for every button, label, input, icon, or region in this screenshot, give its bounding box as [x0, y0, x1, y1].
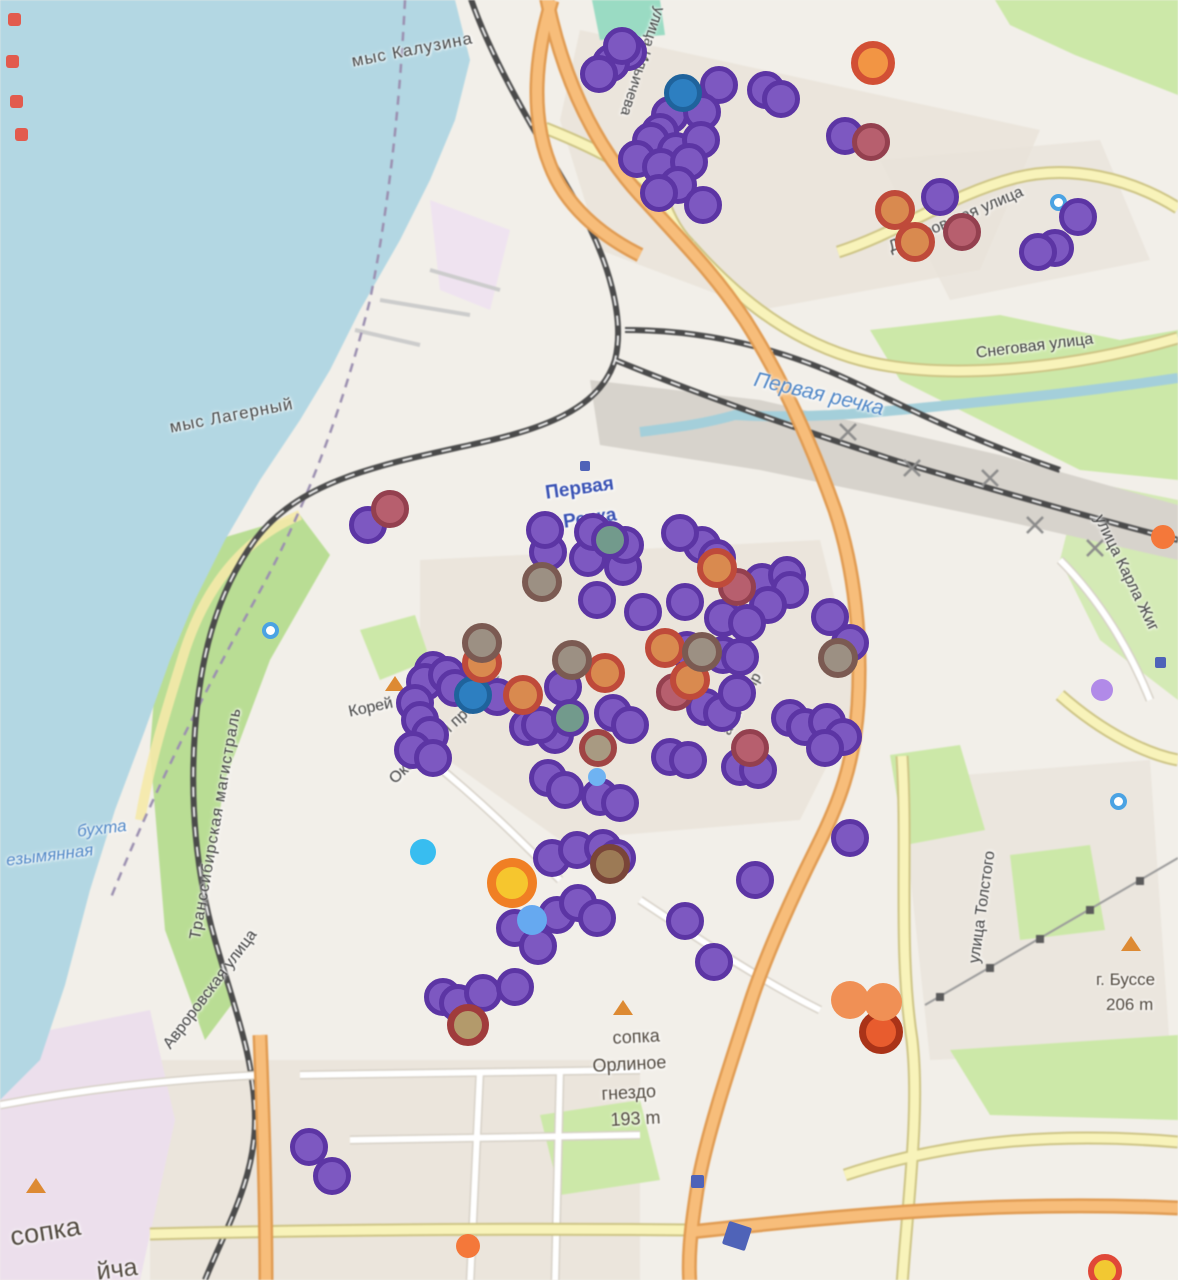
- fountain-circle-icon: [1110, 793, 1127, 810]
- map-marker-p[interactable]: [661, 514, 699, 552]
- map-marker-of[interactable]: [456, 1234, 480, 1258]
- map-marker-b[interactable]: [664, 74, 702, 112]
- map-marker-ob[interactable]: [503, 675, 543, 715]
- map-marker-p[interactable]: [728, 604, 766, 642]
- map-marker-p[interactable]: [806, 729, 844, 767]
- map-label-water: бухта: [76, 815, 128, 841]
- map-label-road: Корей: [347, 694, 395, 721]
- map-marker-p[interactable]: [601, 784, 639, 822]
- map-marker-lbf[interactable]: [517, 905, 547, 935]
- map-marker-p[interactable]: [762, 80, 800, 118]
- peak-triangle-icon: [1121, 936, 1141, 951]
- poi-square-icon: [15, 128, 28, 141]
- map-marker-t[interactable]: [522, 562, 562, 602]
- map-label-road: улица Толстого: [966, 849, 999, 965]
- map-marker-p[interactable]: [736, 861, 774, 899]
- map-marker-p[interactable]: [546, 771, 584, 809]
- map-label-peak: сопка: [612, 1025, 661, 1048]
- map-marker-yo[interactable]: [487, 858, 537, 908]
- map-marker-p[interactable]: [578, 581, 616, 619]
- poi-square-icon: [10, 95, 23, 108]
- map-marker-brn2[interactable]: [447, 1004, 489, 1046]
- map-marker-lbf2[interactable]: [588, 768, 606, 786]
- map-marker-p[interactable]: [921, 178, 959, 216]
- map-marker-ob[interactable]: [895, 222, 935, 262]
- map-marker-ob[interactable]: [585, 653, 625, 693]
- station-square-icon: [1154, 656, 1166, 668]
- map-marker-p[interactable]: [603, 27, 641, 65]
- map-marker-r[interactable]: [943, 213, 981, 251]
- map-label-road: Авроровская улица: [160, 926, 261, 1053]
- map-label-peak: гнездо: [601, 1081, 657, 1104]
- station-square-icon: [690, 1174, 704, 1188]
- map-marker-p[interactable]: [496, 968, 534, 1006]
- map-marker-tr[interactable]: [579, 729, 617, 767]
- fountain-circle-icon: [262, 622, 279, 639]
- map-marker-p[interactable]: [526, 511, 564, 549]
- map-marker-bf[interactable]: [410, 839, 436, 865]
- map-marker-ob[interactable]: [697, 548, 737, 588]
- map-marker-ob[interactable]: [875, 190, 915, 230]
- map-marker-p[interactable]: [718, 674, 756, 712]
- map-label-place: мыс Калузина: [350, 28, 475, 71]
- station-square-icon: [721, 1220, 753, 1252]
- map-label-water: Первая речка: [751, 368, 887, 421]
- map-marker-tl[interactable]: [591, 521, 629, 559]
- map-marker-t[interactable]: [682, 632, 722, 672]
- map-label-road: улица Карла Жиг: [1090, 512, 1162, 634]
- map-marker-p[interactable]: [611, 706, 649, 744]
- map-label-peak: сопка: [8, 1210, 83, 1252]
- map-label-peak: йча: [95, 1253, 140, 1280]
- map-marker-t[interactable]: [462, 623, 502, 663]
- poi-square-icon: [8, 13, 21, 26]
- map-marker-p[interactable]: [414, 739, 452, 777]
- map-marker-r[interactable]: [731, 729, 769, 767]
- map-label-peak: г. Буссе: [1096, 970, 1156, 989]
- map-marker-of2[interactable]: [831, 981, 869, 1019]
- station-square-icon: [580, 461, 590, 471]
- map-marker-yo2[interactable]: [1088, 1254, 1122, 1280]
- map-marker-of2[interactable]: [864, 983, 902, 1021]
- map-label-water: езымянная: [5, 840, 95, 870]
- map-label-road: Снеговая улица: [975, 330, 1095, 362]
- map-marker-p[interactable]: [721, 638, 759, 676]
- map-marker-p[interactable]: [695, 943, 733, 981]
- map-marker-brn[interactable]: [590, 844, 630, 884]
- peak-triangle-icon: [26, 1178, 46, 1193]
- map-label-road: Транссибирская магистраль: [187, 706, 245, 941]
- poi-square-icon: [6, 55, 19, 68]
- map-marker-p[interactable]: [669, 741, 707, 779]
- peak-triangle-icon: [385, 676, 405, 691]
- map-marker-r[interactable]: [852, 123, 890, 161]
- map-label-place: мыс Лагерный: [168, 394, 295, 437]
- map-marker-p[interactable]: [831, 819, 869, 857]
- map-marker-p[interactable]: [684, 186, 722, 224]
- map-marker-p[interactable]: [640, 174, 678, 212]
- map-marker-tl[interactable]: [551, 699, 589, 737]
- map-marker-r[interactable]: [371, 490, 409, 528]
- map-marker-p[interactable]: [1019, 233, 1057, 271]
- map-marker-orb[interactable]: [851, 41, 895, 85]
- map-marker-lpf[interactable]: [1091, 679, 1113, 701]
- map-marker-p[interactable]: [666, 583, 704, 621]
- map-marker-p[interactable]: [313, 1157, 351, 1195]
- map-marker-of[interactable]: [1151, 525, 1175, 549]
- map-marker-p[interactable]: [578, 899, 616, 937]
- map-marker-p[interactable]: [666, 902, 704, 940]
- peak-triangle-icon: [613, 1000, 633, 1015]
- map-label-peak: 206 m: [1106, 995, 1154, 1014]
- map-marker-p[interactable]: [624, 593, 662, 631]
- map-label-peak: Орлиное: [592, 1052, 667, 1076]
- map-label-station: Первая: [544, 473, 616, 504]
- map-marker-t[interactable]: [552, 640, 592, 680]
- map-label-peak: 193 m: [610, 1107, 662, 1130]
- map-marker-p[interactable]: [1059, 198, 1097, 236]
- map-marker-t[interactable]: [818, 638, 858, 678]
